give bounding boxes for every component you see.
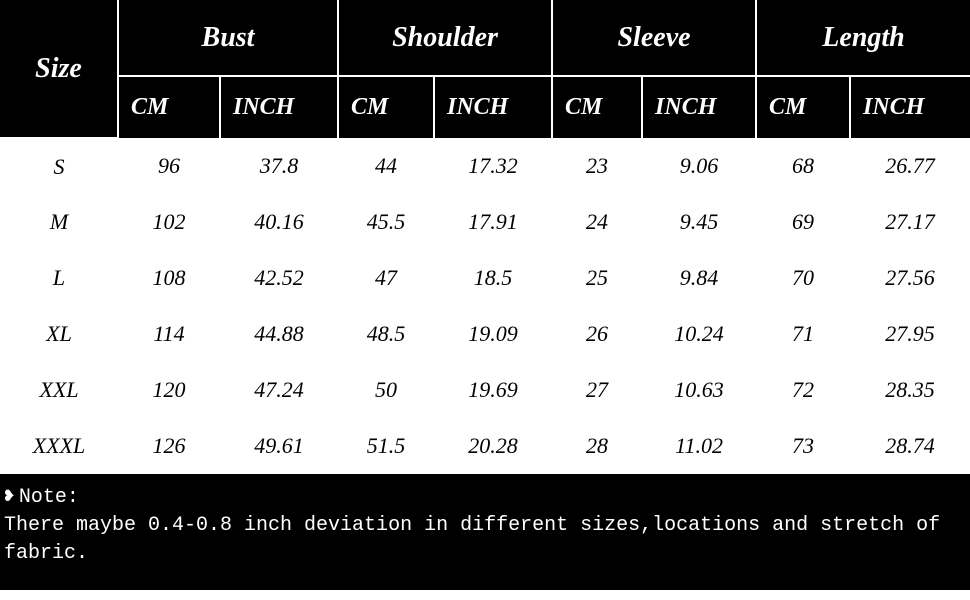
note-block: ❥Note: There maybe 0.4-0.8 inch deviatio… (0, 474, 970, 590)
cell: 28.35 (850, 362, 970, 418)
unit-inch: INCH (434, 76, 552, 138)
unit-inch: INCH (642, 76, 756, 138)
col-length: Length (756, 0, 970, 76)
cell: 70 (756, 250, 850, 306)
cell-size: M (0, 194, 118, 250)
cell: 51.5 (338, 418, 434, 474)
unit-inch: INCH (850, 76, 970, 138)
cell: 17.32 (434, 138, 552, 194)
col-shoulder: Shoulder (338, 0, 552, 76)
cell: 126 (118, 418, 220, 474)
unit-cm: CM (552, 76, 642, 138)
col-bust: Bust (118, 0, 338, 76)
cell: 44 (338, 138, 434, 194)
cell: 19.09 (434, 306, 552, 362)
cell: 47 (338, 250, 434, 306)
cell: 23 (552, 138, 642, 194)
cell: 72 (756, 362, 850, 418)
table-row: S 96 37.8 44 17.32 23 9.06 68 26.77 (0, 138, 970, 194)
cell: 9.84 (642, 250, 756, 306)
cell: 24 (552, 194, 642, 250)
cell: 50 (338, 362, 434, 418)
cell: 45.5 (338, 194, 434, 250)
cell: 27.17 (850, 194, 970, 250)
table-row: M 102 40.16 45.5 17.91 24 9.45 69 27.17 (0, 194, 970, 250)
cell: 18.5 (434, 250, 552, 306)
cell: 26 (552, 306, 642, 362)
cell: 26.77 (850, 138, 970, 194)
table-row: XXXL 126 49.61 51.5 20.28 28 11.02 73 28… (0, 418, 970, 474)
col-sleeve: Sleeve (552, 0, 756, 76)
cell: 114 (118, 306, 220, 362)
table-body: S 96 37.8 44 17.32 23 9.06 68 26.77 M 10… (0, 138, 970, 474)
cell: 27.95 (850, 306, 970, 362)
cell: 102 (118, 194, 220, 250)
unit-cm: CM (118, 76, 220, 138)
heart-icon: ❥ (4, 485, 15, 510)
cell: 47.24 (220, 362, 338, 418)
cell: 17.91 (434, 194, 552, 250)
note-text: There maybe 0.4-0.8 inch deviation in di… (4, 512, 966, 568)
cell: 120 (118, 362, 220, 418)
cell: 71 (756, 306, 850, 362)
cell-size: S (0, 138, 118, 194)
cell: 9.06 (642, 138, 756, 194)
cell: 19.69 (434, 362, 552, 418)
note-title-line: ❥Note: (4, 484, 966, 512)
table-row: XL 114 44.88 48.5 19.09 26 10.24 71 27.9… (0, 306, 970, 362)
cell-size: XXL (0, 362, 118, 418)
cell: 68 (756, 138, 850, 194)
cell: 11.02 (642, 418, 756, 474)
size-chart-table: Size Bust Shoulder Sleeve Length CM INCH… (0, 0, 970, 474)
cell: 96 (118, 138, 220, 194)
cell: 48.5 (338, 306, 434, 362)
cell: 27 (552, 362, 642, 418)
cell: 28.74 (850, 418, 970, 474)
unit-inch: INCH (220, 76, 338, 138)
unit-cm: CM (338, 76, 434, 138)
cell: 44.88 (220, 306, 338, 362)
cell: 69 (756, 194, 850, 250)
cell: 20.28 (434, 418, 552, 474)
table-subheader-row: CM INCH CM INCH CM INCH CM INCH (0, 76, 970, 138)
cell: 9.45 (642, 194, 756, 250)
cell: 108 (118, 250, 220, 306)
table-row: XXL 120 47.24 50 19.69 27 10.63 72 28.35 (0, 362, 970, 418)
table-header-row: Size Bust Shoulder Sleeve Length (0, 0, 970, 76)
unit-cm: CM (756, 76, 850, 138)
cell-size: XXXL (0, 418, 118, 474)
cell-size: L (0, 250, 118, 306)
cell: 27.56 (850, 250, 970, 306)
cell: 49.61 (220, 418, 338, 474)
cell: 10.24 (642, 306, 756, 362)
cell: 73 (756, 418, 850, 474)
cell-size: XL (0, 306, 118, 362)
cell: 10.63 (642, 362, 756, 418)
cell: 37.8 (220, 138, 338, 194)
cell: 25 (552, 250, 642, 306)
col-size: Size (0, 0, 118, 138)
table-row: L 108 42.52 47 18.5 25 9.84 70 27.56 (0, 250, 970, 306)
cell: 42.52 (220, 250, 338, 306)
cell: 28 (552, 418, 642, 474)
cell: 40.16 (220, 194, 338, 250)
note-title: Note: (19, 486, 79, 509)
